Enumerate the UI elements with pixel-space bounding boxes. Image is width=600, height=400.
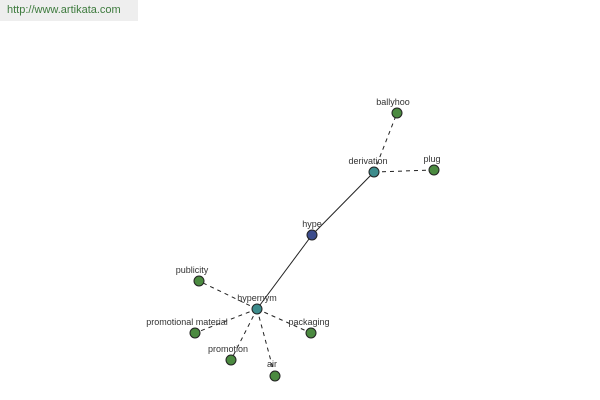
- edge: [230, 308, 258, 361]
- node-label: ballyhoo: [376, 97, 410, 107]
- edge: [256, 308, 312, 334]
- node-label: promotional material: [146, 317, 228, 327]
- edge: [373, 112, 398, 173]
- header: http://www.artikata.com: [0, 0, 138, 21]
- edge: [198, 280, 258, 310]
- site-link[interactable]: http://www.artikata.com: [7, 4, 121, 16]
- node-label: packaging: [288, 317, 329, 327]
- node: [269, 370, 281, 382]
- node-label: promotion: [208, 344, 248, 354]
- edge: [256, 234, 313, 310]
- node: [306, 229, 318, 241]
- edge: [256, 308, 276, 377]
- node-label: publicity: [176, 265, 209, 275]
- node-label: hypernym: [237, 293, 277, 303]
- edge: [194, 308, 258, 334]
- node-label: plug: [423, 154, 440, 164]
- node: [189, 327, 201, 339]
- node-label: hype: [302, 219, 322, 229]
- node: [305, 327, 317, 339]
- node: [428, 164, 440, 176]
- node-label: air: [267, 359, 277, 369]
- node: [193, 275, 205, 287]
- node: [391, 107, 403, 119]
- edge: [373, 169, 435, 173]
- node-label: derivation: [348, 156, 387, 166]
- node: [368, 166, 380, 178]
- edge: [311, 171, 375, 236]
- node: [225, 354, 237, 366]
- node: [251, 303, 263, 315]
